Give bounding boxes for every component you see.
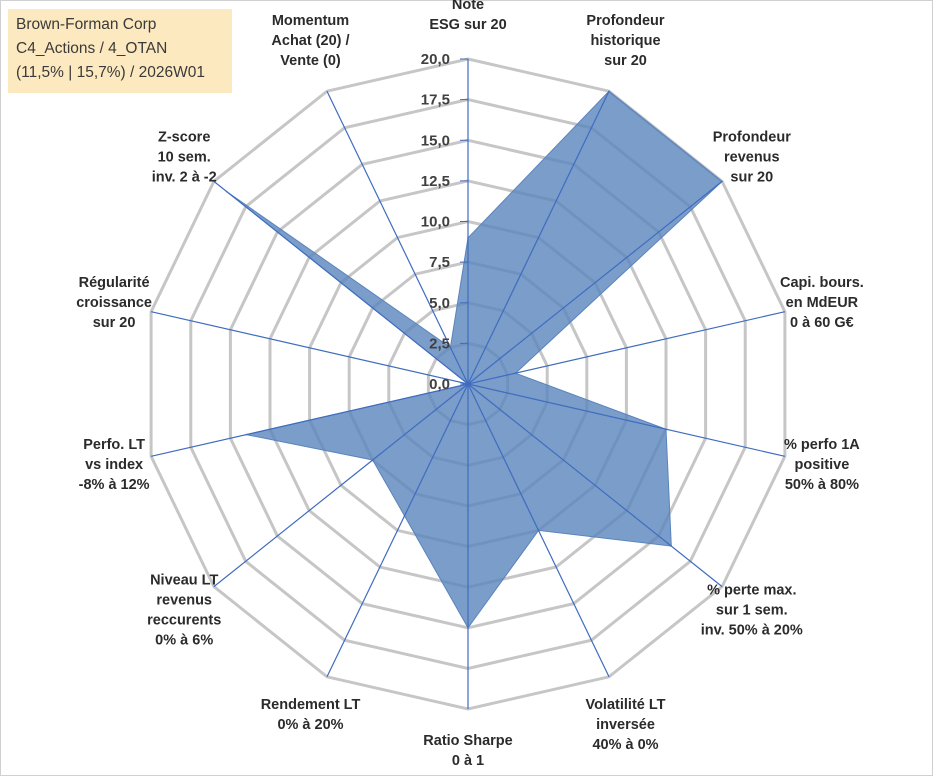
axis-label-line: ESG sur 20 (429, 17, 506, 33)
axis-label-line: 40% à 0% (592, 737, 658, 753)
axis-category-labels: Note ESG sur 20 Profondeur historique sur 20… (76, 0, 864, 769)
axis-label-line: Perfo. LT (83, 437, 145, 453)
axis-label-line: Achat (20) / (271, 33, 349, 49)
axis-label-line: Momentum (272, 13, 349, 29)
axis-label-line: revenus (156, 592, 212, 608)
axis-label: Capi. bours. en MdEUR 0 à 60 G€ (780, 275, 864, 331)
axis-label-line: -8% à 12% (79, 477, 150, 493)
axis-label-line: 0 à 60 G€ (790, 315, 854, 331)
axis-label-line: Z-score (158, 130, 210, 146)
tick-label: 15,0 (421, 132, 450, 149)
period-stats: (11,5% | 15,7%) / 2026W01 (16, 64, 205, 81)
axis-label: Rendement LT 0% à 20% (261, 697, 361, 733)
axis-label-line: inv. 2 à -2 (152, 170, 217, 186)
tick-label: 7,5 (429, 254, 450, 271)
axis-label: Perfo. LT vs index -8% à 12% (79, 437, 150, 493)
axis-spoke (326, 90, 469, 385)
tick-label: 10,0 (421, 214, 450, 231)
axis-label-line: % perfo 1A (784, 437, 860, 453)
axis-label: Note ESG sur 20 (429, 0, 506, 33)
axis-label-line: Ratio Sharpe (423, 733, 512, 749)
info-box: Brown-Forman Corp C4_Actions / 4_OTAN (1… (8, 9, 232, 93)
tick-label: 20,0 (421, 51, 450, 68)
axis-label-line: 50% à 80% (785, 477, 859, 493)
axis-label-line: positive (795, 457, 850, 473)
axis-spoke (150, 383, 469, 457)
axis-label-line: 0% à 20% (277, 717, 343, 733)
tick-label: 0,0 (429, 376, 450, 393)
axis-spoke (326, 383, 469, 678)
series-area (226, 90, 723, 629)
axis-label: Niveau LT revenus reccurents 0% à 6% (147, 572, 221, 648)
axis-label: Z-score 10 sem. inv. 2 à -2 (152, 130, 217, 186)
axis-spoke (467, 383, 723, 588)
axis-spoke (150, 311, 469, 385)
tick-label: 17,5 (421, 92, 450, 109)
axis-spoke (467, 383, 610, 678)
axis-label-line: croissance (76, 295, 152, 311)
radial-tick-labels: 0,0 2,5 5,0 7,5 10,0 12,5 15,0 17,5 20,0 (421, 51, 468, 393)
axis-label: Momentum Achat (20) / Vente (0) (271, 13, 349, 69)
radar-series (225, 90, 723, 629)
tick-label: 12,5 (421, 173, 450, 190)
axis-label: Profondeur revenus sur 20 (713, 130, 791, 186)
axis-spoke (213, 383, 469, 588)
axis-label-line: Profondeur (586, 13, 664, 29)
axis-label-line: % perte max. (707, 582, 796, 598)
axis-label-line: Vente (0) (280, 53, 341, 69)
axis-label-line: sur 20 (730, 170, 773, 186)
axis-label-line: inv. 50% à 20% (701, 622, 803, 638)
axis-label: Volatilité LT inversée 40% à 0% (585, 697, 665, 753)
axis-label-line: inversée (596, 717, 655, 733)
axis-label-line: revenus (724, 150, 780, 166)
company-name: Brown-Forman Corp (16, 16, 157, 33)
axis-spoke (467, 180, 723, 385)
axis-spoke (213, 180, 469, 385)
axis-label: Ratio Sharpe 0 à 1 (423, 733, 512, 769)
axis-label-line: 10 sem. (158, 150, 211, 166)
axis-label-line: 0% à 6% (155, 632, 213, 648)
axis-label-line: Volatilité LT (585, 697, 665, 713)
axis-label-line: Rendement LT (261, 697, 361, 713)
axis-label: % perte max. sur 1 sem. inv. 50% à 20% (701, 582, 803, 638)
axis-label-line: 0 à 1 (452, 753, 484, 769)
axis-spoke (467, 90, 610, 385)
portfolio-code: C4_Actions / 4_OTAN (16, 40, 168, 57)
axis-label-line: historique (590, 33, 660, 49)
axis-label-line: Profondeur (713, 130, 791, 146)
radar-spokes (150, 59, 786, 709)
axis-label-line: en MdEUR (786, 295, 859, 311)
axis-label-line: Régularité (79, 275, 150, 291)
axis-label-line: sur 20 (604, 53, 647, 69)
axis-label-line: Capi. bours. (780, 275, 864, 291)
tick-label: 5,0 (429, 295, 450, 312)
tick-label: 2,5 (429, 335, 450, 352)
axis-spoke (467, 383, 786, 457)
axis-label-line: reccurents (147, 612, 221, 628)
axis-label-line: Niveau LT (150, 572, 218, 588)
axis-label: % perfo 1A positive 50% à 80% (784, 437, 860, 493)
axis-label-line: sur 1 sem. (716, 602, 788, 618)
axis-label: Régularité croissance sur 20 (76, 275, 152, 331)
axis-label-line: vs index (85, 457, 143, 473)
axis-label: Profondeur historique sur 20 (586, 13, 664, 69)
axis-label-line: sur 20 (93, 315, 136, 331)
axis-label-line: Note (452, 0, 484, 13)
axis-spoke (467, 311, 786, 385)
